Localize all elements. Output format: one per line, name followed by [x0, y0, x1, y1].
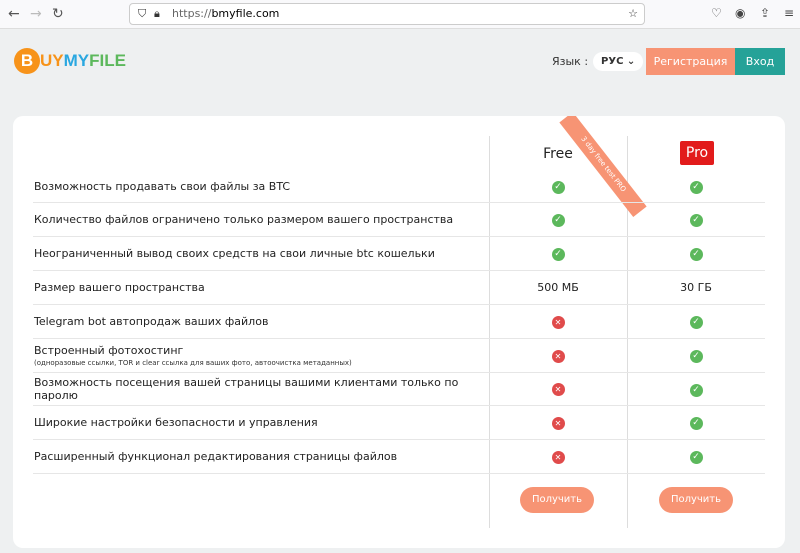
feature-row: Telegram bot автопродаж ваших файлов ✕ ✓ [33, 305, 765, 339]
plan-feature-cell: ✕ [489, 450, 627, 464]
check-icon: ✓ [689, 451, 703, 464]
feature-row: Возможность посещения вашей страницы ваш… [33, 373, 765, 406]
plan-feature-cell: ✕ [489, 315, 627, 329]
url-scheme: https:// [172, 7, 212, 20]
feature-name: Расширенный функционал редактирования ст… [34, 450, 398, 463]
check-icon: ✓ [689, 248, 703, 261]
plan-feature-cell: ✕ [489, 416, 627, 430]
divider [489, 136, 490, 528]
feature-label: Количество файлов ограничено только разм… [33, 213, 489, 226]
bookmark-star-icon[interactable]: ☆ [628, 7, 638, 20]
cross-icon: ✕ [551, 383, 565, 396]
feature-name: Количество файлов ограничено только разм… [34, 213, 454, 226]
check-icon: ✓ [551, 248, 565, 261]
plan-feature-cell: ✓ [627, 382, 765, 397]
feature-note: (одноразовые ссылки, TOR и clear ссылка … [34, 359, 352, 367]
plan-feature-cell: ✓ [627, 314, 765, 329]
cross-icon: ✕ [551, 416, 565, 430]
feature-row: Расширенный функционал редактирования ст… [33, 440, 765, 474]
feature-label: Широкие настройки безопасности и управле… [33, 416, 489, 429]
logo-text: FILE [89, 51, 126, 70]
feature-row: Возможность продавать свои файлы за BTC ✓… [33, 170, 765, 203]
plan-feature-cell: ✓ [627, 415, 765, 430]
logo-text: MY [63, 51, 90, 70]
feature-row: Встроенный фотохостинг (одноразовые ссылк… [33, 339, 765, 373]
plan-value: 30 ГБ [680, 281, 712, 294]
feature-label: Возможность посещения вашей страницы ваш… [33, 376, 489, 402]
divider [627, 136, 628, 528]
back-icon[interactable]: ← [8, 6, 20, 22]
bitcoin-logo-icon: B [14, 48, 40, 74]
language-select[interactable]: РУС ⌄ [593, 52, 644, 71]
check-icon: ✓ [689, 383, 703, 397]
plan-feature-cell: ✓ [489, 246, 627, 261]
address-bar[interactable]: ⛉ 🔒︎ https://bmyfile.com ☆ [129, 3, 645, 25]
pocket-icon[interactable]: ♡ [711, 6, 722, 20]
check-icon: ✓ [689, 350, 703, 363]
logo[interactable]: B UY MY FILE [14, 48, 126, 74]
feature-name: Возможность посещения вашей страницы ваш… [34, 376, 459, 402]
reload-icon[interactable]: ↻ [52, 6, 64, 22]
language-selector: Язык : РУС ⌄ [552, 52, 644, 71]
feature-name: Возможность продавать свои файлы за BTC [34, 179, 291, 193]
feature-name: Неограниченный вывод своих средств на св… [34, 247, 435, 260]
feature-label: Возможность продавать свои файлы за BTC [33, 180, 489, 193]
get-pro-button[interactable]: Получить [659, 487, 733, 513]
feature-row: Неограниченный вывод своих средств на св… [33, 237, 765, 271]
feature-name: Широкие настройки безопасности и управле… [34, 416, 318, 429]
extensions-icon[interactable]: ⇪ [760, 6, 771, 20]
plan-feature-cell: ✓ [489, 212, 627, 227]
check-icon: ✓ [689, 417, 703, 430]
chevron-down-icon: ⌄ [626, 56, 636, 67]
language-label: Язык : [552, 55, 589, 68]
plan-feature-cell: ✓ [627, 246, 765, 261]
feature-name: Telegram bot автопродаж ваших файлов [34, 315, 269, 328]
forward-icon[interactable]: → [30, 6, 42, 22]
plan-feature-cell: ✕ [489, 382, 627, 396]
cross-icon: ✕ [551, 450, 565, 464]
pricing-table: Free Pro 3 day free test PRO Возможность… [13, 116, 785, 548]
menu-icon[interactable]: ≡ [784, 6, 795, 20]
account-icon[interactable]: ◉ [735, 6, 746, 20]
feature-name: Встроенный фотохостинг [34, 344, 184, 357]
lock-icon: 🔒︎ [154, 7, 160, 20]
plan-value: 500 МБ [537, 281, 579, 294]
language-value: РУС [601, 56, 624, 67]
check-icon: ✓ [689, 180, 703, 194]
plan-feature-cell: ✓ [489, 179, 627, 194]
check-icon: ✓ [689, 316, 703, 329]
register-button[interactable]: Регистрация [646, 48, 735, 75]
plan-feature-cell: ✕ [489, 349, 627, 363]
feature-label: Размер вашего пространства [33, 281, 489, 294]
feature-label: Встроенный фотохостинг (одноразовые ссылк… [33, 344, 489, 367]
check-icon: ✓ [551, 180, 565, 194]
feature-label: Расширенный функционал редактирования ст… [33, 450, 489, 463]
plan-feature-cell: ✓ [627, 348, 765, 363]
browser-toolbar: ← → ↻ ⛉ 🔒︎ https://bmyfile.com ☆ ♡ ◉ ⇪ ≡ [0, 0, 800, 29]
plan-free-title: Free [543, 146, 573, 162]
get-free-button[interactable]: Получить [520, 487, 594, 513]
cross-icon: ✕ [551, 349, 565, 363]
cross-icon: ✕ [551, 315, 565, 329]
feature-label: Telegram bot автопродаж ваших файлов [33, 315, 489, 328]
plan-feature-cell: ✓ [627, 212, 765, 227]
feature-name: Размер вашего пространства [34, 281, 205, 294]
plan-feature-cell: ✓ [627, 449, 765, 464]
logo-text: UY [40, 51, 64, 70]
login-button[interactable]: Вход [735, 48, 785, 75]
shield-icon: ⛉ [138, 7, 147, 20]
url-host: bmyfile.com [211, 7, 280, 20]
feature-row: Количество файлов ограничено только разм… [33, 203, 765, 237]
check-icon: ✓ [689, 214, 703, 227]
feature-label: Неограниченный вывод своих средств на св… [33, 247, 489, 260]
plan-pro-badge: Pro [680, 141, 714, 165]
feature-row: Широкие настройки безопасности и управле… [33, 406, 765, 440]
check-icon: ✓ [551, 214, 565, 227]
plan-feature-cell: ✓ [627, 179, 765, 194]
feature-row: Размер вашего пространства 500 МБ 30 ГБ [33, 271, 765, 305]
